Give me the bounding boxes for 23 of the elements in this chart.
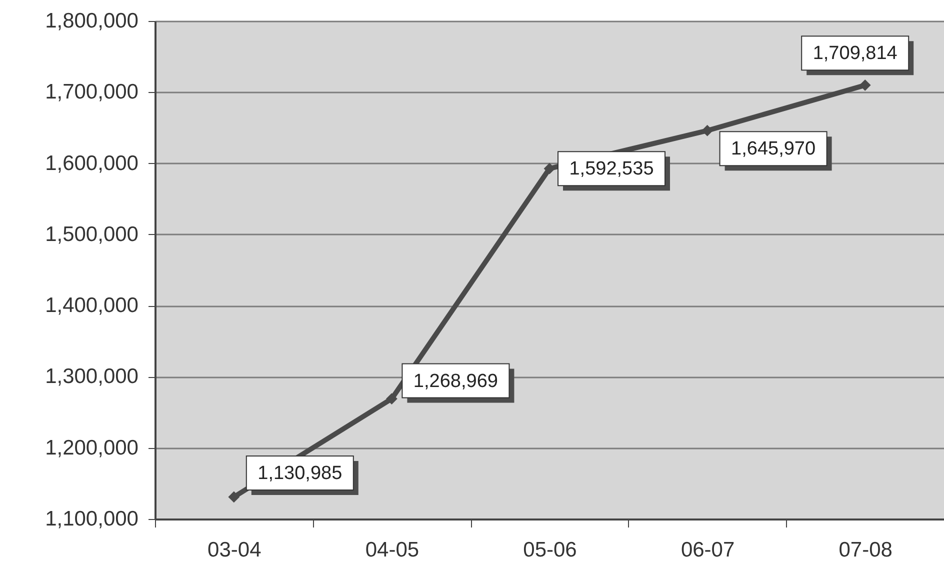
- data-label: 1,592,535: [569, 158, 654, 180]
- point: [386, 393, 398, 404]
- y-tick-label: 1,500,000: [45, 222, 138, 246]
- data-label: 1,645,970: [731, 138, 816, 160]
- y-tick-label: 1,700,000: [45, 80, 138, 104]
- x-tick-label: 04-05: [365, 538, 420, 562]
- x-tick-label: 05-06: [523, 538, 577, 562]
- point: [228, 491, 240, 503]
- data-label: 1,709,814: [812, 43, 898, 64]
- y-tick-label: 1,200,000: [45, 436, 138, 460]
- point: [702, 124, 713, 136]
- y-tick-label: 1,800,000: [45, 10, 138, 32]
- x-tick-label: 06-07: [680, 538, 735, 562]
- point: [544, 162, 556, 174]
- data-label: 1,130,985: [258, 462, 342, 484]
- point: [859, 79, 871, 91]
- x-tick-label: 03-04: [208, 538, 262, 562]
- y-tick-label: 1,400,000: [45, 294, 138, 318]
- y-tick-label: 1,100,000: [45, 508, 138, 530]
- x-tick-label: 07-08: [838, 538, 892, 562]
- y-tick-label: 1,600,000: [45, 152, 138, 175]
- y-tick-label: 1,300,000: [45, 365, 138, 388]
- data-label: 1,268,969: [413, 370, 498, 392]
